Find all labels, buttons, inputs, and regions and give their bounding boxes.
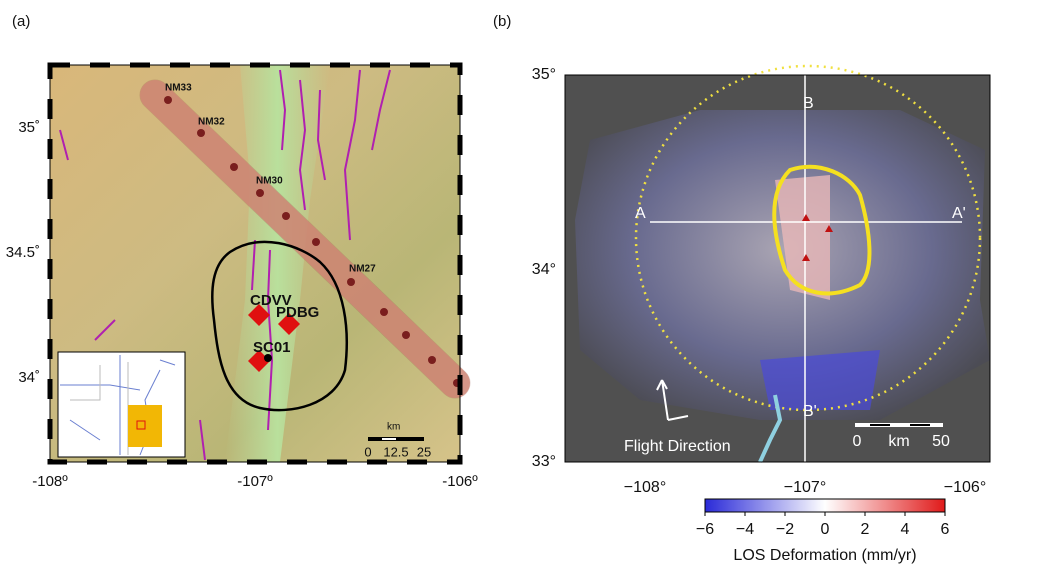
colorbar-tick-label: 2 bbox=[861, 521, 870, 538]
panel-label: (a) bbox=[12, 13, 30, 30]
panel-label: (b) bbox=[493, 13, 511, 30]
site bbox=[428, 356, 436, 364]
figure: (a) NM33 NM32 NM30 NM27 CDVV PDBG SC01 k… bbox=[0, 0, 1052, 568]
y-tick-label: 34˚ bbox=[18, 369, 40, 386]
colorbar-tick-label: −4 bbox=[736, 521, 754, 538]
site-label: NM32 bbox=[198, 117, 225, 128]
x-tick-label: −107° bbox=[784, 479, 826, 496]
site bbox=[282, 212, 290, 220]
site bbox=[402, 331, 410, 339]
site bbox=[312, 238, 320, 246]
scale-bar-segment bbox=[870, 424, 890, 426]
x-tick-label: -107º bbox=[237, 473, 273, 490]
profile-label: A bbox=[635, 205, 646, 222]
seismic-station bbox=[264, 354, 272, 362]
site bbox=[230, 163, 238, 171]
colorbar-tick-label: −6 bbox=[696, 521, 714, 538]
profile-label: B' bbox=[803, 403, 817, 420]
y-tick-label: 34.5˚ bbox=[6, 244, 40, 261]
flight-direction: Flight Direction bbox=[624, 438, 731, 455]
colorbar-tick-label: 4 bbox=[901, 521, 910, 538]
station-label: PDBG bbox=[276, 304, 319, 321]
site bbox=[197, 129, 205, 137]
scale-label: 0 bbox=[364, 444, 371, 459]
x-tick-label: −106° bbox=[944, 479, 986, 496]
scale-bar-segment bbox=[910, 424, 930, 426]
inset-map bbox=[58, 352, 185, 457]
colorbar-tick-label: 0 bbox=[821, 521, 830, 538]
profile-label: B bbox=[803, 95, 814, 112]
y-tick-label: 35° bbox=[532, 66, 556, 83]
site bbox=[347, 278, 355, 286]
scale-label: 0 bbox=[853, 433, 862, 450]
site bbox=[164, 96, 172, 104]
colorbar-ticks: −6 −4 −2 0 2 4 6 bbox=[696, 512, 950, 538]
scale-label: 50 bbox=[932, 433, 950, 450]
site-label: NM33 bbox=[165, 83, 192, 94]
x-tick-label: -108º bbox=[32, 473, 68, 490]
scale-unit: km bbox=[387, 422, 400, 433]
site-label: NM27 bbox=[349, 264, 376, 275]
y-tick-label: 35˚ bbox=[18, 119, 40, 136]
x-tick-label: -106º bbox=[442, 473, 478, 490]
colorbar-tick-label: −2 bbox=[776, 521, 794, 538]
station-label: SC01 bbox=[253, 339, 291, 356]
colorbar bbox=[705, 499, 945, 512]
scale-label: 12.5 bbox=[383, 444, 408, 459]
site bbox=[380, 308, 388, 316]
y-tick-label: 34° bbox=[532, 261, 556, 278]
scale-label: 25 bbox=[417, 444, 431, 459]
scale-bar-segment bbox=[382, 438, 396, 440]
site-label: NM30 bbox=[256, 176, 283, 187]
scale-label: km bbox=[888, 433, 909, 450]
y-tick-label: 33° bbox=[532, 453, 556, 470]
site bbox=[256, 189, 264, 197]
profile-label: A' bbox=[952, 205, 966, 222]
x-tick-label: −108° bbox=[624, 479, 666, 496]
colorbar-tick-label: 6 bbox=[941, 521, 950, 538]
colorbar-label: LOS Deformation (mm/yr) bbox=[733, 547, 916, 564]
